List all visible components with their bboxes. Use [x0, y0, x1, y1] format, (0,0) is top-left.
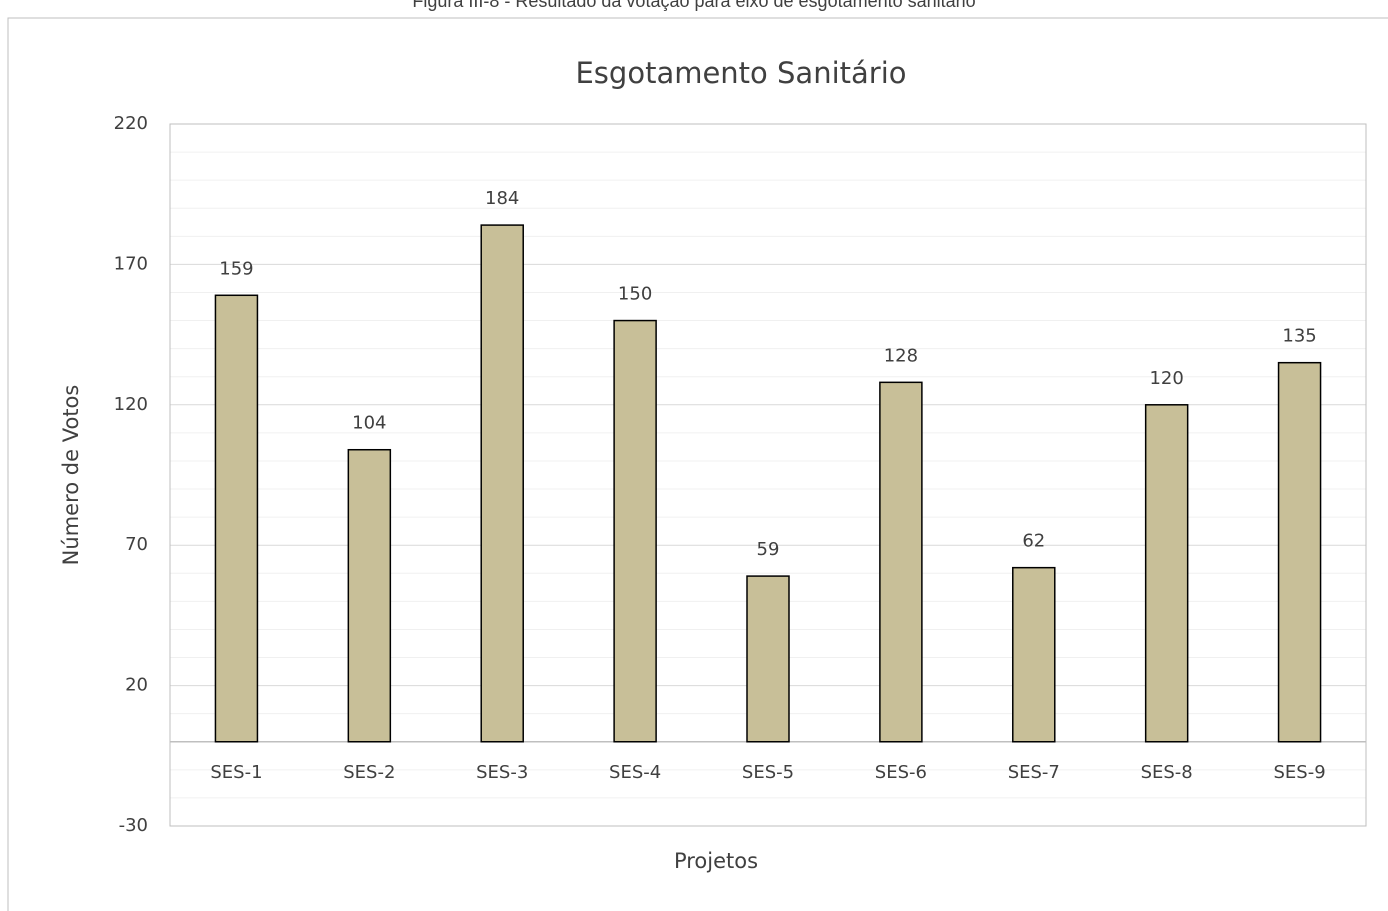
- y-tick-label: 220: [114, 113, 148, 134]
- bar: [879, 381, 923, 743]
- data-label: 150: [618, 284, 652, 305]
- x-tick-label: SES-6: [875, 762, 927, 783]
- y-tick-label: 120: [114, 394, 148, 415]
- y-tick-label: 170: [114, 253, 148, 274]
- bar: [613, 319, 657, 743]
- chart-title: Esgotamento Sanitário: [575, 56, 906, 90]
- x-tick-label: SES-9: [1273, 762, 1325, 783]
- x-tick-label: SES-4: [609, 762, 661, 783]
- bar: [347, 448, 392, 743]
- bar: [746, 575, 790, 743]
- data-label: 120: [1149, 368, 1183, 389]
- bar: [1144, 404, 1189, 743]
- x-axis-title: Projetos: [674, 849, 758, 873]
- y-axis-title: Número de Votos: [59, 385, 83, 566]
- data-label: 184: [485, 188, 519, 209]
- x-tick-label: SES-7: [1008, 762, 1060, 783]
- plot-frame: [169, 123, 1367, 827]
- data-label: 104: [352, 413, 386, 434]
- chart-frame: [7, 17, 1388, 911]
- bar: [480, 224, 524, 743]
- data-label: 159: [219, 258, 253, 279]
- data-label: 62: [1022, 531, 1045, 552]
- x-tick-label: SES-8: [1141, 762, 1193, 783]
- x-tick-label: SES-1: [210, 762, 262, 783]
- x-tick-label: SES-5: [742, 762, 794, 783]
- y-tick-label: 20: [125, 675, 148, 696]
- bar: [1277, 361, 1322, 743]
- bar: [1012, 566, 1056, 743]
- y-tick-label: 70: [125, 534, 148, 555]
- bar: [214, 294, 259, 743]
- data-label: 59: [757, 539, 780, 560]
- y-tick-label: -30: [119, 815, 148, 836]
- x-tick-label: SES-3: [476, 762, 528, 783]
- x-tick-label: SES-2: [343, 762, 395, 783]
- caption: Figura III-8 - Resultado da votação para…: [412, 0, 975, 11]
- data-label: 135: [1282, 326, 1316, 347]
- data-label: 128: [884, 345, 918, 366]
